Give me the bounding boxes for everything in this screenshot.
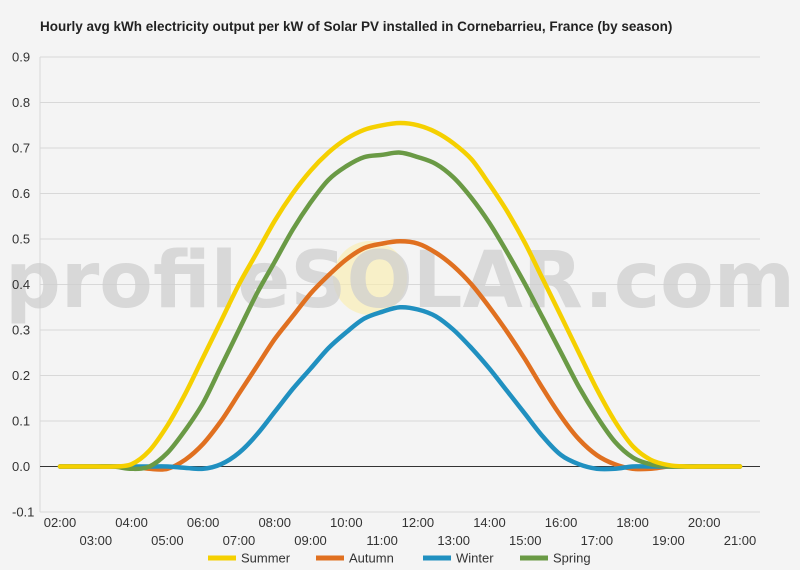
x-tick-label: 21:00 (724, 533, 757, 548)
x-tick-label: 04:00 (115, 515, 148, 530)
series-line-spring (57, 150, 743, 472)
grid (39, 56, 760, 513)
x-tick-label: 13:00 (437, 533, 470, 548)
x-tick-label: 08:00 (258, 515, 291, 530)
x-tick-label: 19:00 (652, 533, 685, 548)
y-tick-label: -0.1 (12, 505, 34, 520)
y-tick-label: 0.0 (12, 459, 30, 474)
x-tick-label: 05:00 (151, 533, 184, 548)
y-tick-label: 0.5 (12, 232, 30, 247)
x-tick-label: 06:00 (187, 515, 220, 530)
legend-label: Summer (241, 551, 291, 566)
x-tick-label: 07:00 (223, 533, 256, 548)
y-tick-label: 0.2 (12, 368, 30, 383)
y-tick-label: 0.1 (12, 414, 30, 429)
legend-label: Spring (553, 551, 591, 566)
series-line-summer (57, 120, 743, 469)
x-tick-label: 03:00 (80, 533, 113, 548)
x-tick-label: 11:00 (366, 533, 398, 548)
x-tick-label: 17:00 (581, 533, 614, 548)
watermark-text: profileSOLAR.com (5, 236, 795, 326)
y-tick-label: 0.3 (12, 323, 30, 338)
axes: -0.10.00.10.20.30.40.50.60.70.80.902:00 0… (12, 50, 760, 548)
chart-title: Hourly avg kWh electricity output per kW… (40, 19, 673, 34)
y-tick-label: 0.9 (12, 50, 30, 65)
watermark-sun-icon (333, 241, 407, 315)
x-tick-label: 09:00 (294, 533, 327, 548)
legend-label: Winter (456, 551, 494, 566)
watermark: profileSOLAR.com (5, 236, 795, 326)
x-tick-label: 20:00 (688, 515, 721, 530)
series-lines (57, 120, 743, 472)
legend: Summer Autumn Winter Spring (208, 551, 591, 566)
y-tick-label: 0.7 (12, 141, 30, 156)
x-tick-label: 15:00 (509, 533, 542, 548)
legend-label: Autumn (349, 551, 394, 566)
y-tick-label: 0.4 (12, 277, 30, 292)
y-tick-label: 0.6 (12, 186, 30, 201)
x-tick-label: 14:00 (473, 515, 506, 530)
x-tick-label: 18:00 (616, 515, 649, 530)
x-tick-label: 16:00 (545, 515, 578, 530)
x-tick-label: 02:00 (44, 515, 77, 530)
x-tick-label: 10:00 (330, 515, 363, 530)
series-line-winter (57, 304, 743, 472)
x-tick-label: 12:00 (402, 515, 435, 530)
y-tick-label: 0.8 (12, 95, 30, 110)
